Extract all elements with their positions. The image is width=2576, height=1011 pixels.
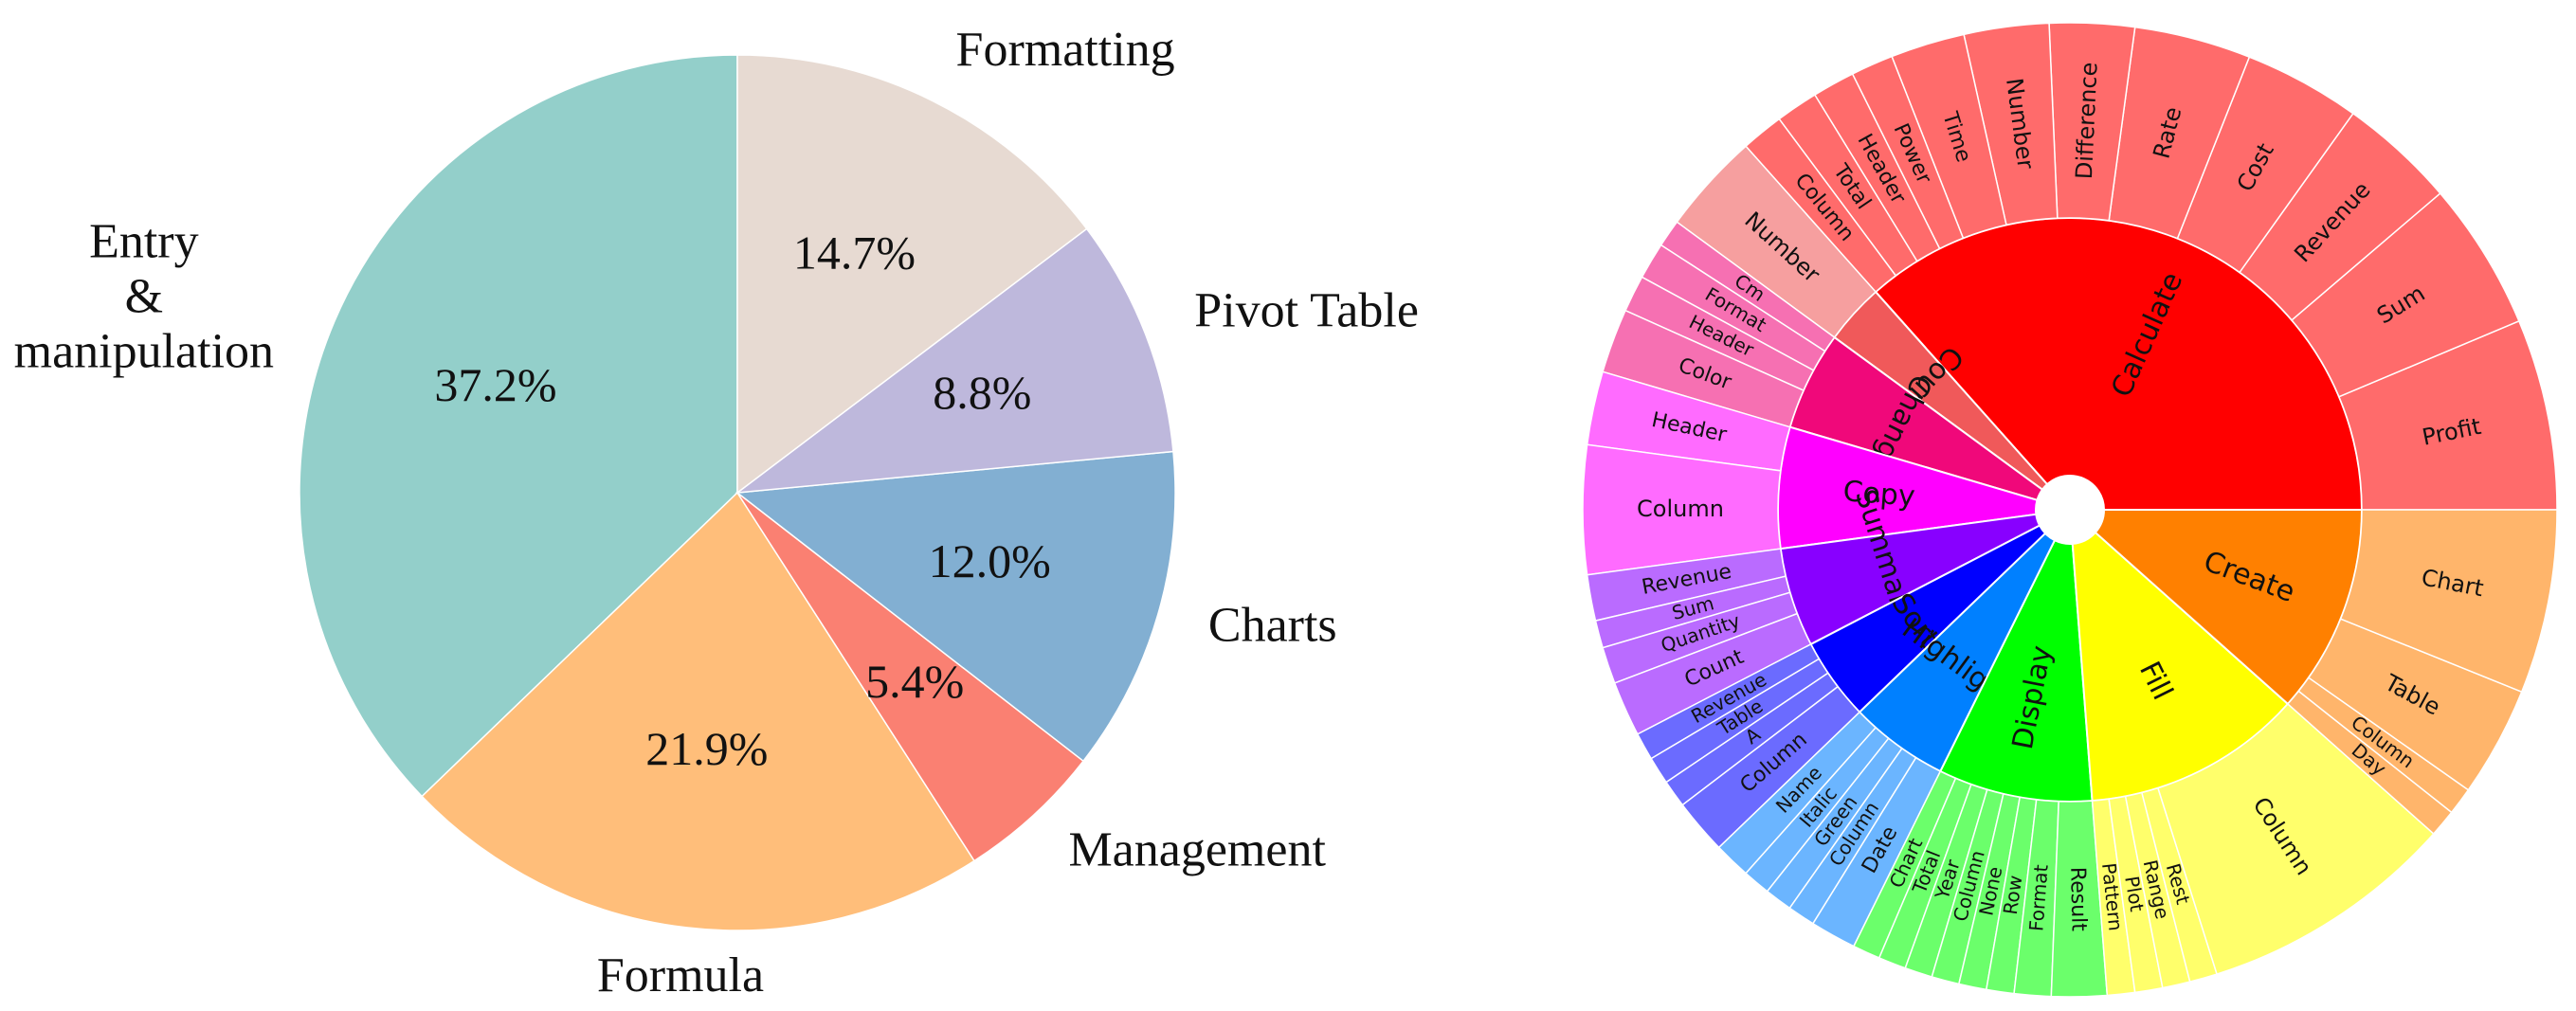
sunburst-outer-range — [2124, 791, 2191, 989]
pie-pct-label: 5.4% — [865, 655, 964, 708]
sunburst-outer-table — [2307, 618, 2523, 791]
sunburst-outer-format — [1641, 244, 1826, 371]
pie-pct-label: 37.2% — [434, 358, 556, 411]
pie-slice-pivot-table — [735, 227, 1174, 494]
pie-pct-label: 12.0% — [929, 534, 1051, 587]
sunburst-outer-column — [2297, 677, 2470, 814]
sunburst-chart: CalculateCountChangeCopySummarizeSortHig… — [1582, 22, 2558, 998]
sunburst-outer-rest — [2140, 786, 2219, 984]
sunburst-outer-label: Row — [1999, 874, 2027, 916]
sunburst-outer-difference — [2048, 22, 2136, 222]
sunburst-outer-label: Column — [1637, 496, 1724, 522]
sunburst-outer-header — [1586, 370, 1791, 472]
sunburst-outer-table — [1650, 658, 1829, 784]
pie-slice-formatting — [736, 54, 1088, 495]
sunburst-outer-format — [2013, 799, 2059, 998]
sunburst-outer-name — [1717, 711, 1878, 875]
sunburst-outer-column — [1744, 117, 1897, 294]
sunburst-outer-italic — [1744, 726, 1890, 893]
sunburst-outer-column — [1582, 443, 1782, 576]
sunburst-outer-cm — [1660, 221, 1836, 352]
sunburst-outer-green — [1766, 737, 1903, 910]
sunburst-outer-year — [1904, 783, 1988, 978]
pie-pct-label: 8.8% — [933, 366, 1031, 419]
sunburst-outer-revenue — [1636, 642, 1821, 760]
sunburst-outer-color — [1602, 309, 1805, 428]
sunburst-outer-number — [1963, 22, 2059, 226]
pie-slice-formula — [421, 491, 976, 931]
sunburst-outer-label: Format — [2024, 863, 2052, 931]
sunburst-outer-none — [1957, 792, 2022, 991]
pie-category-label: Pivot Table — [1194, 283, 1419, 337]
sunburst-outer-a — [1664, 672, 1840, 806]
sunburst-outer-count — [1613, 612, 1812, 735]
sunburst-outer-column — [1788, 747, 1917, 925]
pie-category-label: Charts — [1208, 598, 1337, 652]
sunburst-outer-number — [1676, 145, 1878, 339]
pie-slice-entry-manipulation — [299, 54, 738, 798]
sunburst-outer-total — [1778, 94, 1918, 277]
sunburst-outer-rate — [2108, 26, 2251, 240]
sunburst-outer-power — [1851, 55, 1965, 250]
sunburst-outer-cost — [2176, 56, 2354, 274]
sunburst-outer-pattern — [2091, 798, 2136, 997]
sunburst-outer-label: Difference — [2071, 62, 2103, 180]
sunburst-outer-plot — [2108, 795, 2164, 994]
sunburst-outer-total — [1878, 777, 1972, 969]
sunburst-outer-sum — [2291, 191, 2520, 398]
sunburst-outer-revenue — [1586, 548, 1787, 623]
sunburst-outer-day — [2286, 690, 2453, 836]
sunburst-outer-label: Result — [2065, 867, 2090, 932]
pie-pct-label: 21.9% — [645, 722, 768, 775]
sunburst-inner-label: Copy — [1841, 475, 1916, 514]
sunburst-outer-result — [2050, 800, 2109, 998]
sunburst-outer-header — [1813, 73, 1941, 262]
sunburst-outer-quantity — [1602, 591, 1799, 684]
sunburst-outer-sum — [1594, 575, 1791, 649]
sunburst-outer-date — [1811, 756, 1942, 948]
sunburst-outer-column — [1931, 788, 2005, 985]
pie-category-label: Management — [1068, 823, 1326, 877]
pie-chart: 37.2% Entry & manipulation 21.9% Formula 5.4% M… — [14, 23, 1419, 1002]
pie-category-label: Formula — [597, 948, 764, 1002]
sunburst-outer-chart — [1852, 770, 1957, 959]
sunburst-outer-time — [1891, 33, 2007, 240]
pie-category-label: Entry & manipulation — [14, 214, 274, 378]
sunburst-outer-chart — [2339, 509, 2558, 694]
sunburst-outer-revenue — [2239, 112, 2441, 321]
pie-category-label: Formatting — [956, 23, 1175, 77]
pie-slice-management — [736, 492, 1085, 862]
pie-pct-label: 14.7% — [793, 226, 916, 279]
sunburst-outer-header — [1624, 276, 1815, 391]
sunburst-center-hole — [2038, 478, 2102, 542]
sunburst-outer-column — [2156, 702, 2435, 975]
sunburst-outer-row — [1985, 796, 2038, 995]
pie-slice-charts — [735, 450, 1176, 763]
sunburst-outer-column — [1681, 685, 1861, 849]
